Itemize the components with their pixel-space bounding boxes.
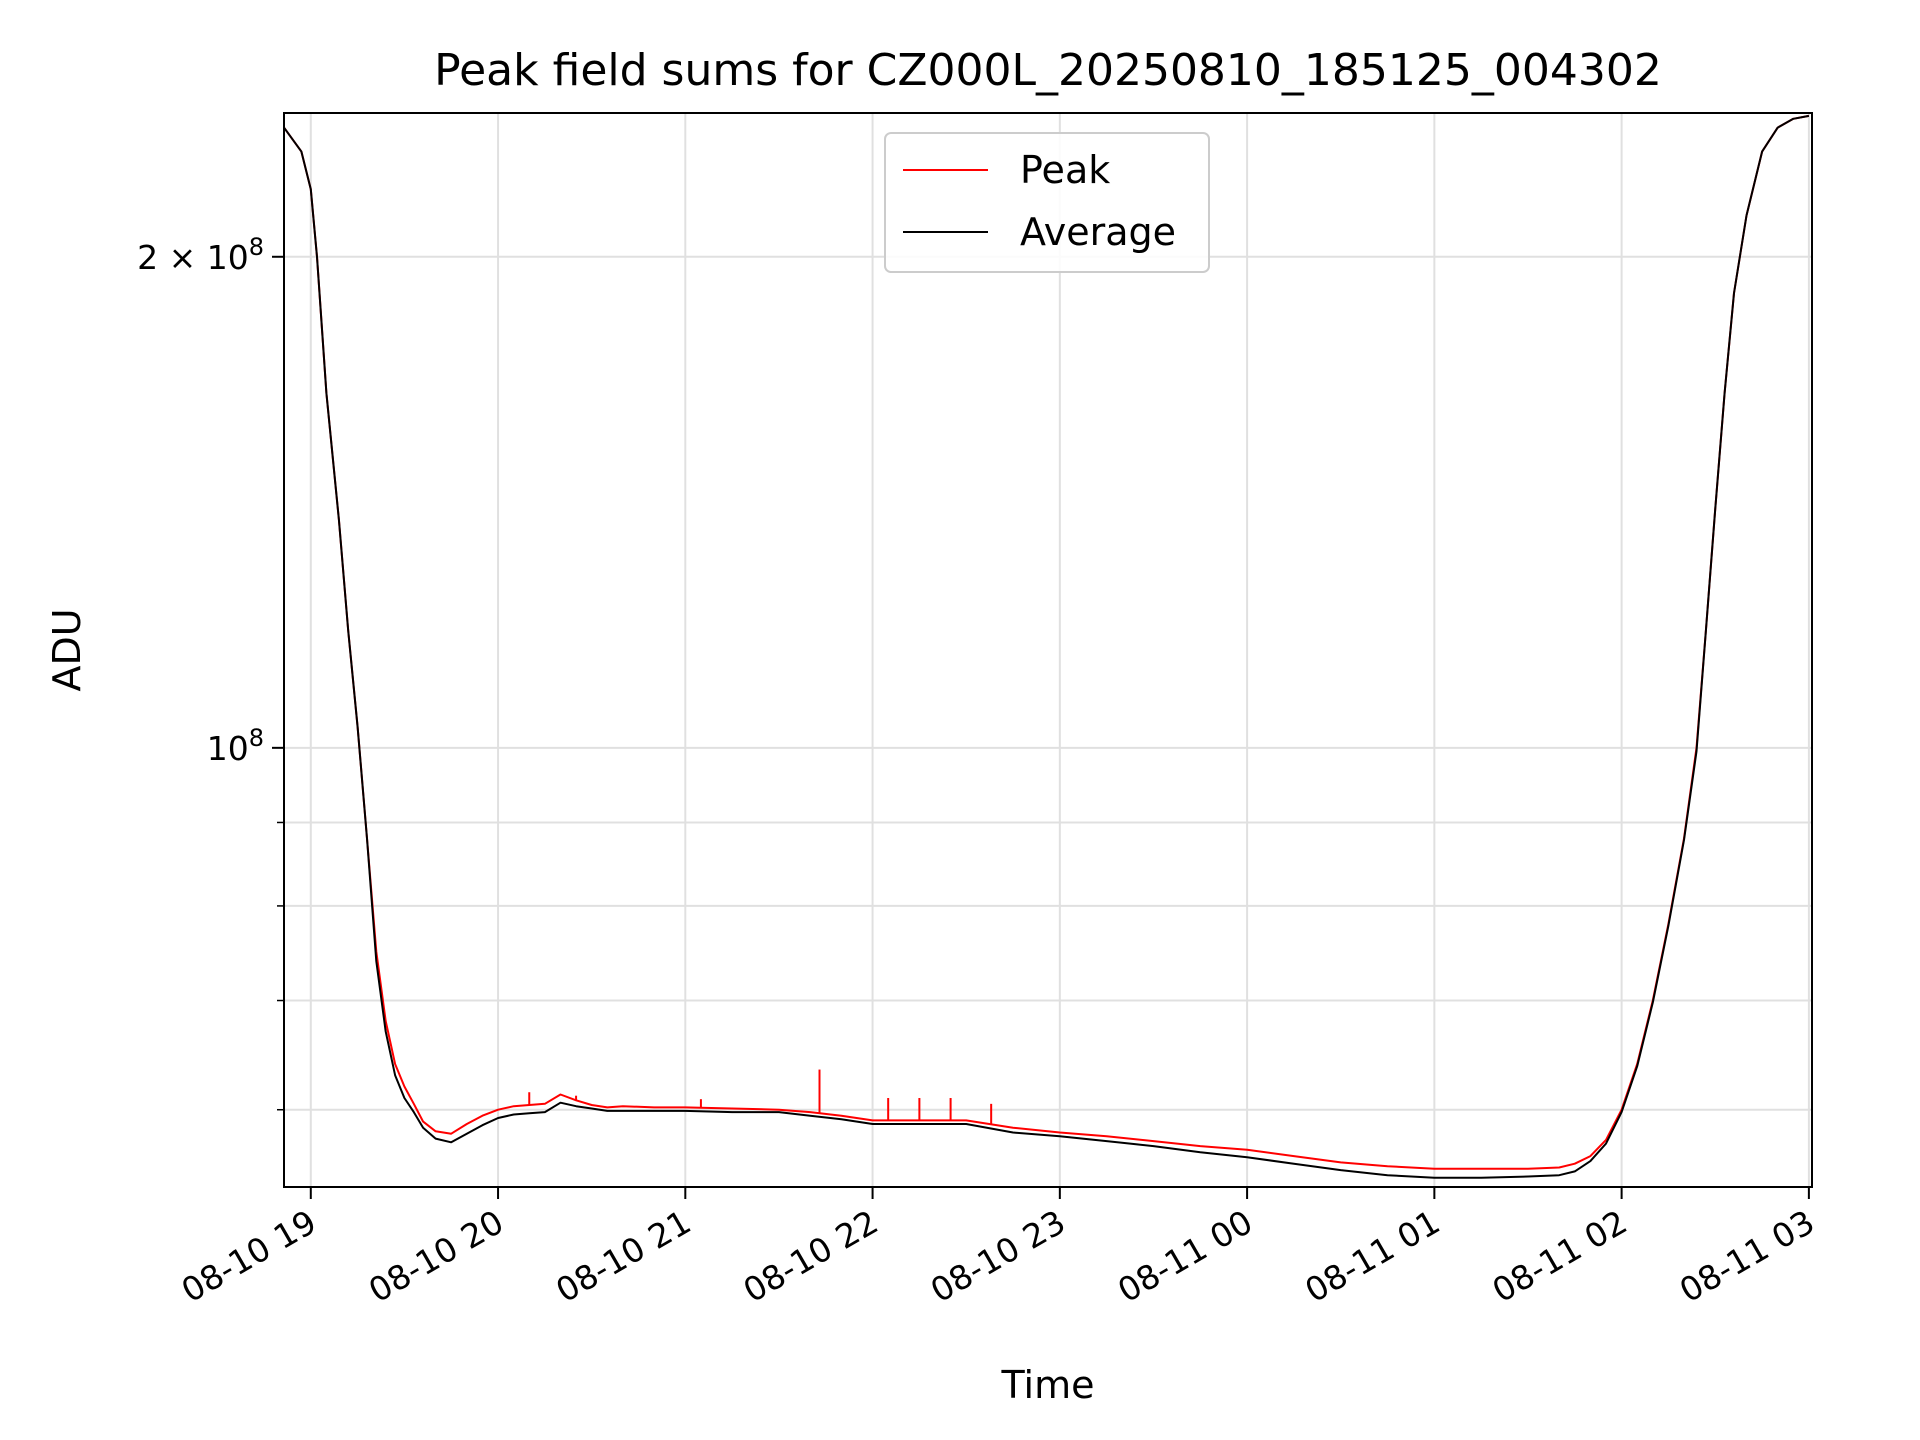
series-line-average (284, 114, 1810, 1179)
series-layer (284, 114, 1810, 1179)
legend-label-average: Average (1020, 210, 1176, 254)
y-tick-label: 2 × 108 (137, 233, 264, 277)
plot-frame (283, 112, 1813, 1188)
x-axis-label: Time (1001, 1363, 1095, 1407)
chart-title: Peak field sums for CZ000L_20250810_1851… (434, 45, 1662, 96)
legend-label-peak: Peak (1020, 148, 1110, 192)
legend-box (884, 132, 1210, 273)
y-axis-label: ADU (45, 608, 89, 691)
y-tick-label: 108 (207, 724, 264, 768)
y-axis: 108 2 × 108 (137, 233, 284, 1111)
legend: Peak Average (884, 132, 1210, 273)
